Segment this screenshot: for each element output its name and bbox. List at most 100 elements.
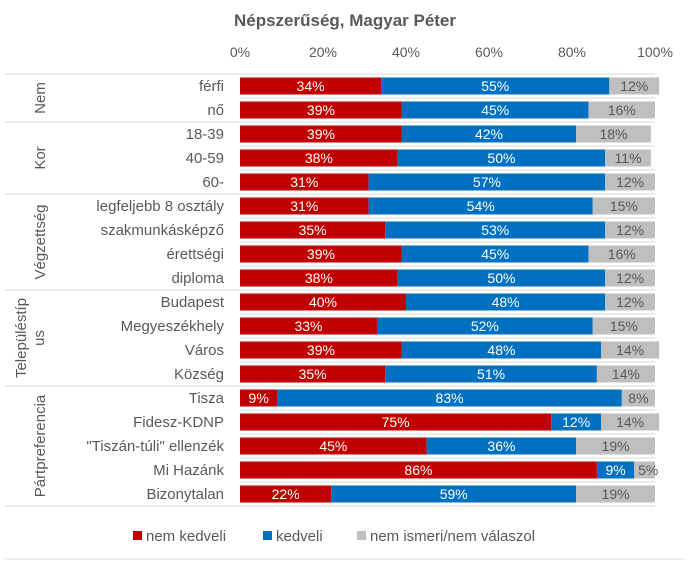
bar-segment-nem-kedveli bbox=[240, 437, 427, 455]
data-label: 34% bbox=[297, 78, 325, 94]
data-label: 53% bbox=[481, 222, 509, 238]
data-label: 55% bbox=[481, 78, 509, 94]
bar-segment-nem-kedveli bbox=[240, 149, 398, 167]
x-tick-label: 0% bbox=[230, 44, 250, 60]
bar-segment-nem-ismeri-nem-v-laszol bbox=[601, 413, 660, 431]
data-label: 39% bbox=[307, 126, 335, 142]
data-label: 38% bbox=[305, 270, 333, 286]
bar-segment-kedveli bbox=[376, 317, 593, 335]
data-label: 15% bbox=[610, 318, 638, 334]
data-label: 16% bbox=[608, 102, 636, 118]
bar-segment-kedveli bbox=[401, 125, 577, 143]
category-label: férfi bbox=[199, 78, 224, 95]
data-label: 45% bbox=[319, 438, 347, 454]
group-label: Nem bbox=[32, 82, 49, 114]
data-label: 33% bbox=[294, 318, 322, 334]
data-label: 35% bbox=[299, 366, 327, 382]
bar-segment-kedveli bbox=[401, 101, 589, 119]
legend-swatch bbox=[133, 531, 142, 540]
bar-segment-kedveli bbox=[401, 245, 589, 263]
group-label: Végzettség bbox=[32, 204, 49, 279]
data-label: 45% bbox=[481, 102, 509, 118]
category-label: legfeljebb 8 osztály bbox=[96, 198, 224, 215]
x-tick-label: 80% bbox=[558, 44, 586, 60]
legend-label: kedveli bbox=[276, 528, 323, 545]
category-label: Község bbox=[174, 366, 224, 383]
data-label: 19% bbox=[602, 438, 630, 454]
data-label: 86% bbox=[404, 462, 432, 478]
data-label: 35% bbox=[299, 222, 327, 238]
bar-segment-kedveli bbox=[385, 365, 597, 383]
bar-segment-nem-kedveli bbox=[240, 485, 332, 503]
legend-label: nem ismeri/nem válaszol bbox=[370, 528, 535, 545]
bar-segment-kedveli bbox=[397, 149, 606, 167]
category-label: Mi Hazánk bbox=[153, 462, 224, 479]
bar-segment-kedveli bbox=[401, 341, 602, 359]
bar-segment-nem-kedveli bbox=[240, 221, 386, 239]
data-label: 14% bbox=[616, 342, 644, 358]
data-label: 31% bbox=[290, 198, 318, 214]
bar-segment-nem-kedveli bbox=[240, 293, 406, 311]
legend-swatch bbox=[263, 531, 272, 540]
category-label: szakmunkásképző bbox=[101, 222, 224, 239]
bar-segment-nem-ismeri-nem-v-laszol bbox=[576, 125, 651, 143]
x-tick-label: 60% bbox=[475, 44, 503, 60]
data-label: 12% bbox=[616, 174, 644, 190]
bar-segment-nem-ismeri-nem-v-laszol bbox=[609, 77, 660, 95]
legend-swatch bbox=[357, 531, 366, 540]
data-label: 18% bbox=[599, 126, 627, 142]
category-label: nő bbox=[207, 102, 224, 119]
category-label: Város bbox=[185, 342, 224, 359]
bar-segment-nem-ismeri-nem-v-laszol bbox=[592, 197, 655, 215]
bar-segment-kedveli bbox=[385, 221, 606, 239]
data-label: 39% bbox=[307, 102, 335, 118]
category-label: "Tiszán-túli" ellenzék bbox=[86, 438, 224, 455]
bar-segment-nem-ismeri-nem-v-laszol bbox=[588, 245, 655, 263]
x-tick-label: 100% bbox=[637, 44, 673, 60]
category-label: Bizonytalan bbox=[146, 486, 224, 503]
group-label: Településtípus bbox=[13, 298, 48, 378]
bar-segment-nem-ismeri-nem-v-laszol bbox=[621, 389, 655, 407]
bar-segment-kedveli bbox=[426, 437, 577, 455]
bar-segment-kedveli bbox=[596, 461, 635, 479]
category-label: Megyeszékhely bbox=[121, 318, 225, 335]
bar-segment-nem-kedveli bbox=[240, 389, 278, 407]
bar-segment-nem-kedveli bbox=[240, 173, 369, 191]
bar-segment-nem-ismeri-nem-v-laszol bbox=[592, 317, 655, 335]
bar-segment-nem-ismeri-nem-v-laszol bbox=[605, 269, 655, 287]
bar-segment-nem-ismeri-nem-v-laszol bbox=[605, 293, 655, 311]
data-label: 75% bbox=[382, 414, 410, 430]
bar-segment-kedveli bbox=[406, 293, 606, 311]
data-label: 42% bbox=[475, 126, 503, 142]
bar-segment-nem-kedveli bbox=[240, 245, 402, 263]
bar-segment-kedveli bbox=[277, 389, 622, 407]
data-label: 45% bbox=[481, 246, 509, 262]
data-label: 12% bbox=[620, 78, 648, 94]
bar-segment-kedveli bbox=[368, 197, 593, 215]
data-label: 12% bbox=[562, 414, 590, 430]
data-label: 50% bbox=[487, 150, 515, 166]
data-label: 57% bbox=[473, 174, 501, 190]
category-label: érettségi bbox=[166, 246, 224, 263]
data-label: 59% bbox=[440, 486, 468, 502]
group-label: Kor bbox=[32, 146, 49, 169]
bar-segment-nem-ismeri-nem-v-laszol bbox=[605, 173, 655, 191]
legend-label: nem kedveli bbox=[146, 528, 226, 545]
bar-segment-nem-ismeri-nem-v-laszol bbox=[576, 485, 655, 503]
data-label: 51% bbox=[477, 366, 505, 382]
bar-segment-kedveli bbox=[381, 77, 610, 95]
data-label: 9% bbox=[605, 462, 625, 478]
data-label: 52% bbox=[471, 318, 499, 334]
data-label: 12% bbox=[616, 222, 644, 238]
bar-segment-nem-kedveli bbox=[240, 77, 382, 95]
data-label: 50% bbox=[487, 270, 515, 286]
chart-title: Népszerűség, Magyar Péter bbox=[234, 11, 456, 30]
data-label: 9% bbox=[249, 390, 269, 406]
category-label: Fidesz-KDNP bbox=[133, 414, 224, 431]
data-label: 31% bbox=[290, 174, 318, 190]
data-label: 12% bbox=[616, 270, 644, 286]
data-label: 48% bbox=[492, 294, 520, 310]
bar-segment-nem-kedveli bbox=[240, 413, 552, 431]
bar-segment-nem-ismeri-nem-v-laszol bbox=[576, 437, 655, 455]
data-label: 12% bbox=[616, 294, 644, 310]
